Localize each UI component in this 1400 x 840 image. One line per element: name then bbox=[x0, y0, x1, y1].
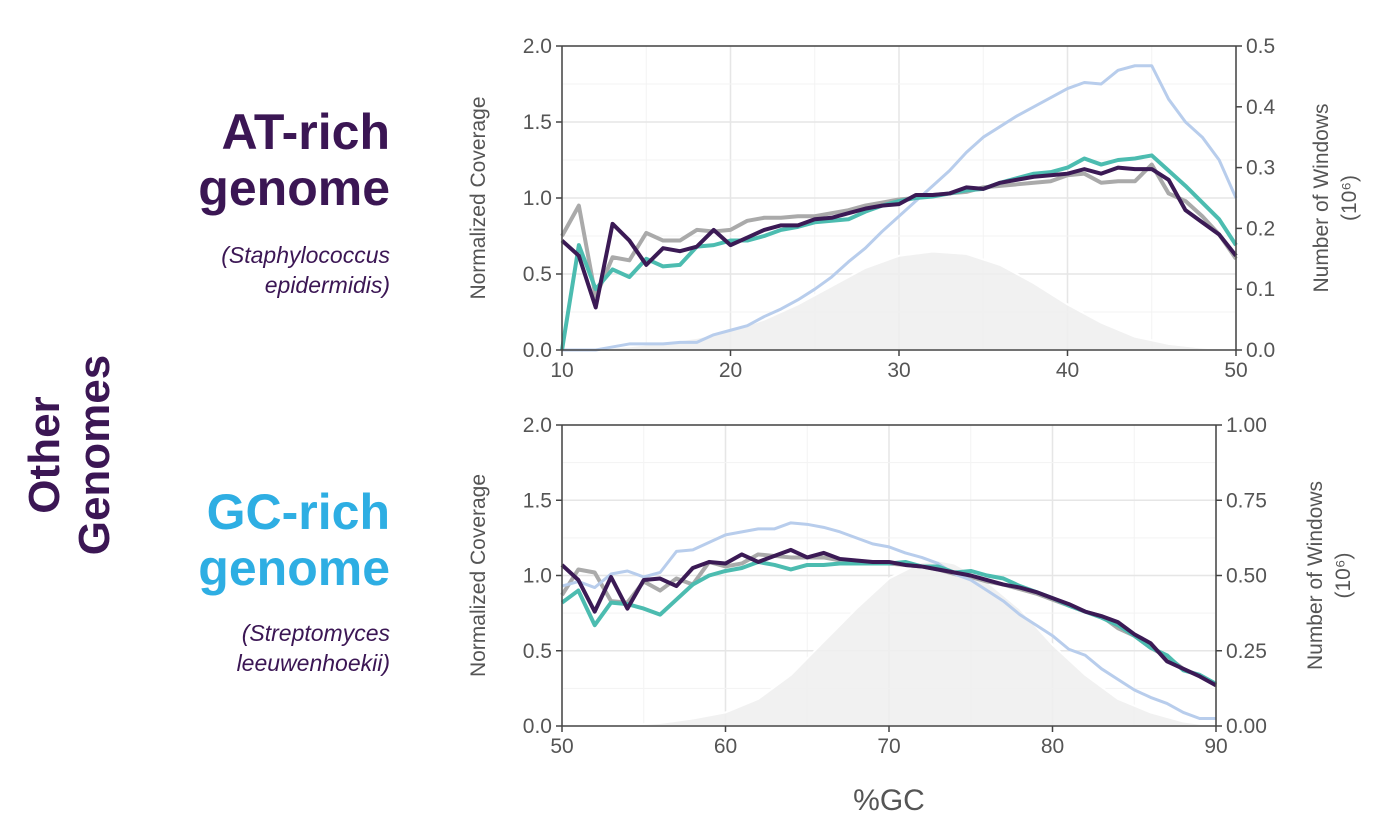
series-line-4 bbox=[560, 165, 1238, 310]
y2-tick-label: 0.5 bbox=[1246, 35, 1275, 58]
series-line-2 bbox=[562, 64, 1238, 352]
y-tick-label: 0.0 bbox=[523, 715, 552, 738]
series-line-2 bbox=[561, 521, 1216, 720]
y-tick-label: 1.0 bbox=[523, 187, 552, 210]
y-axis-label: Normalized Coverage bbox=[467, 474, 490, 677]
x-tick-label: 40 bbox=[1056, 359, 1079, 382]
y2-tick-label: 0.3 bbox=[1246, 157, 1275, 180]
x-tick-label: 10 bbox=[550, 359, 573, 382]
gc-rich-species-line2: leeuwenhoekii) bbox=[236, 650, 390, 676]
at-rich-species-line1: (Staphylococcus bbox=[221, 242, 390, 268]
y2-axis-unit: (10⁶) bbox=[1338, 175, 1361, 221]
x-tick-label: 20 bbox=[719, 359, 742, 382]
y2-axis-label: Number of Windows bbox=[1304, 481, 1327, 670]
at-rich-species-line2: epidermidis) bbox=[264, 272, 390, 298]
at-rich-title-line2: genome bbox=[198, 160, 390, 216]
y2-tick-label: 1.00 bbox=[1226, 414, 1267, 437]
y-tick-label: 0.5 bbox=[523, 263, 552, 286]
series-line-3 bbox=[560, 153, 1238, 351]
y-tick-label: 2.0 bbox=[523, 414, 552, 437]
y-tick-label: 1.0 bbox=[523, 565, 552, 588]
x-tick-label: 70 bbox=[877, 735, 900, 758]
at-rich-species: (Staphylococcus epidermidis) bbox=[221, 240, 390, 300]
y2-tick-label: 0.50 bbox=[1226, 565, 1267, 588]
y2-tick-label: 0.2 bbox=[1246, 217, 1275, 240]
y2-tick-label: 0.0 bbox=[1246, 339, 1275, 362]
gc-rich-title-line1: GC-rich bbox=[206, 484, 390, 540]
y-tick-label: 1.5 bbox=[523, 489, 552, 512]
windows-area bbox=[561, 250, 1237, 351]
gc-rich-species-line1: (Streptomyces bbox=[241, 620, 390, 646]
gc-rich-title-line2: genome bbox=[198, 540, 390, 596]
chart-2: 50 60 70 80 90 0.0 0.5 1.0 1.5 2.0 0.00 0.25 0.50 0.7… bbox=[467, 414, 1355, 817]
windows-area bbox=[561, 559, 1217, 727]
at-rich-title: AT-rich genome bbox=[198, 104, 390, 216]
x-tick-label: 30 bbox=[887, 359, 910, 382]
y2-tick-label: 0.4 bbox=[1246, 96, 1276, 119]
y-tick-label: 1.5 bbox=[523, 111, 552, 134]
y2-axis-label: Number of Windows bbox=[1310, 103, 1333, 292]
x-tick-label: 60 bbox=[714, 735, 737, 758]
at-rich-title-line1: AT-rich bbox=[221, 104, 390, 160]
x-tick-label: 80 bbox=[1041, 735, 1064, 758]
gc-rich-species: (Streptomyces leeuwenhoekii) bbox=[237, 618, 390, 678]
gc-rich-title: GC-rich genome bbox=[198, 484, 390, 596]
y-axis-label: Normalized Coverage bbox=[467, 96, 490, 299]
x-tick-label: 50 bbox=[1224, 359, 1247, 382]
y-tick-label: 0.0 bbox=[523, 339, 552, 362]
y2-tick-label: 0.00 bbox=[1226, 715, 1267, 738]
chart-1: 10 20 30 40 500.00.51.01.52.00.00.10.20.30.4… bbox=[467, 35, 1361, 382]
y2-tick-label: 0.1 bbox=[1246, 278, 1275, 301]
series-line-4 bbox=[560, 547, 1217, 688]
y2-tick-label: 0.75 bbox=[1226, 489, 1267, 512]
y-tick-label: 2.0 bbox=[523, 35, 552, 58]
x-tick-label: 50 bbox=[550, 735, 573, 758]
x-tick-label: 90 bbox=[1204, 735, 1227, 758]
y2-tick-label: 0.25 bbox=[1226, 640, 1267, 663]
x-axis-label: %GC bbox=[853, 784, 925, 817]
y2-axis-unit: (10⁶) bbox=[1332, 553, 1355, 599]
y-tick-label: 0.5 bbox=[523, 640, 552, 663]
